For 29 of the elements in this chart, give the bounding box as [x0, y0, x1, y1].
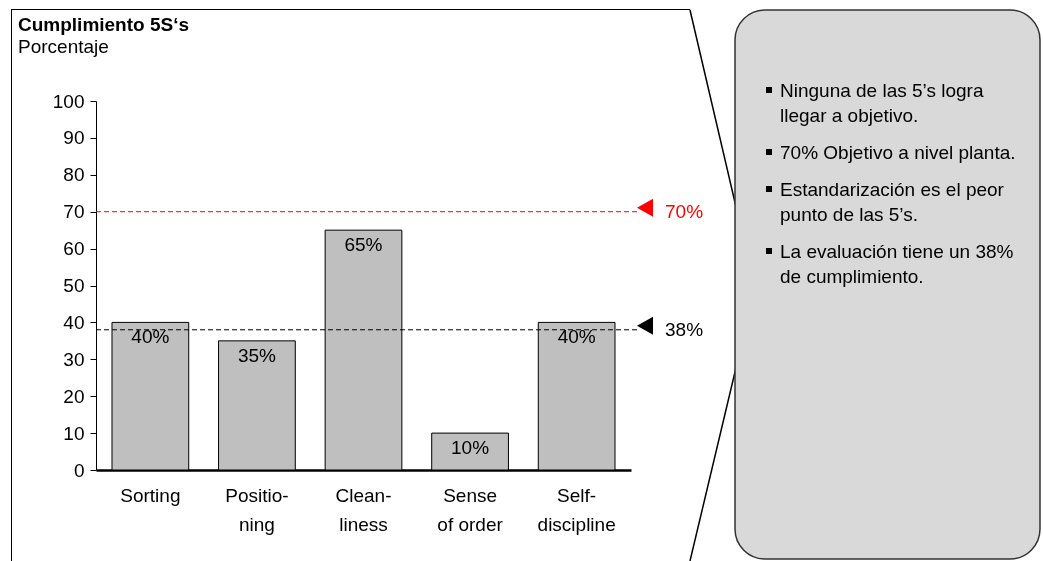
y-tick-label: 50 [63, 275, 85, 296]
y-tick-label: 40 [63, 311, 85, 333]
data-label: 10% [451, 437, 490, 459]
y-tick-label: 20 [63, 385, 85, 407]
y-tick-label: 80 [63, 164, 85, 186]
y-tick-label: 0 [73, 459, 85, 481]
ref-line-label: 70% [665, 200, 704, 222]
y-tick-label: 90 [63, 127, 85, 149]
data-label: 40% [131, 326, 170, 348]
y-tick-label: 100 [52, 90, 85, 112]
x-tick-label: Sense of order [437, 484, 504, 535]
y-tick-label: 10 [63, 422, 85, 444]
y-tick-label: 30 [63, 348, 85, 370]
text: 70% Objetivo a nivel planta. [779, 141, 1017, 165]
x-tick-label: Sorting [120, 484, 181, 506]
data-label: 65% [344, 234, 383, 256]
y-tick-label: 70 [63, 201, 85, 223]
data-label: 40% [557, 326, 596, 348]
text: Estandarización es el peor punto de las 5’s. [779, 178, 1005, 227]
data-label: 35% [237, 344, 277, 366]
y-tick-label: 60 [63, 238, 85, 260]
chart-subtitle: Porcentaje [18, 36, 109, 57]
x-tick-label: Self- discipline [537, 484, 616, 535]
x-tick-label: Positio- ning [225, 484, 289, 535]
text: La evaluación tiene un 38% de cumplimiento. [779, 240, 1015, 289]
chart-title: Cumplimiento 5S‘s [18, 14, 190, 35]
ref-line-label: 38% [665, 318, 704, 340]
x-tick-label: Clean- liness [335, 484, 392, 535]
text: Ninguna de las 5’s logra llegar a objetivo. [779, 79, 985, 128]
